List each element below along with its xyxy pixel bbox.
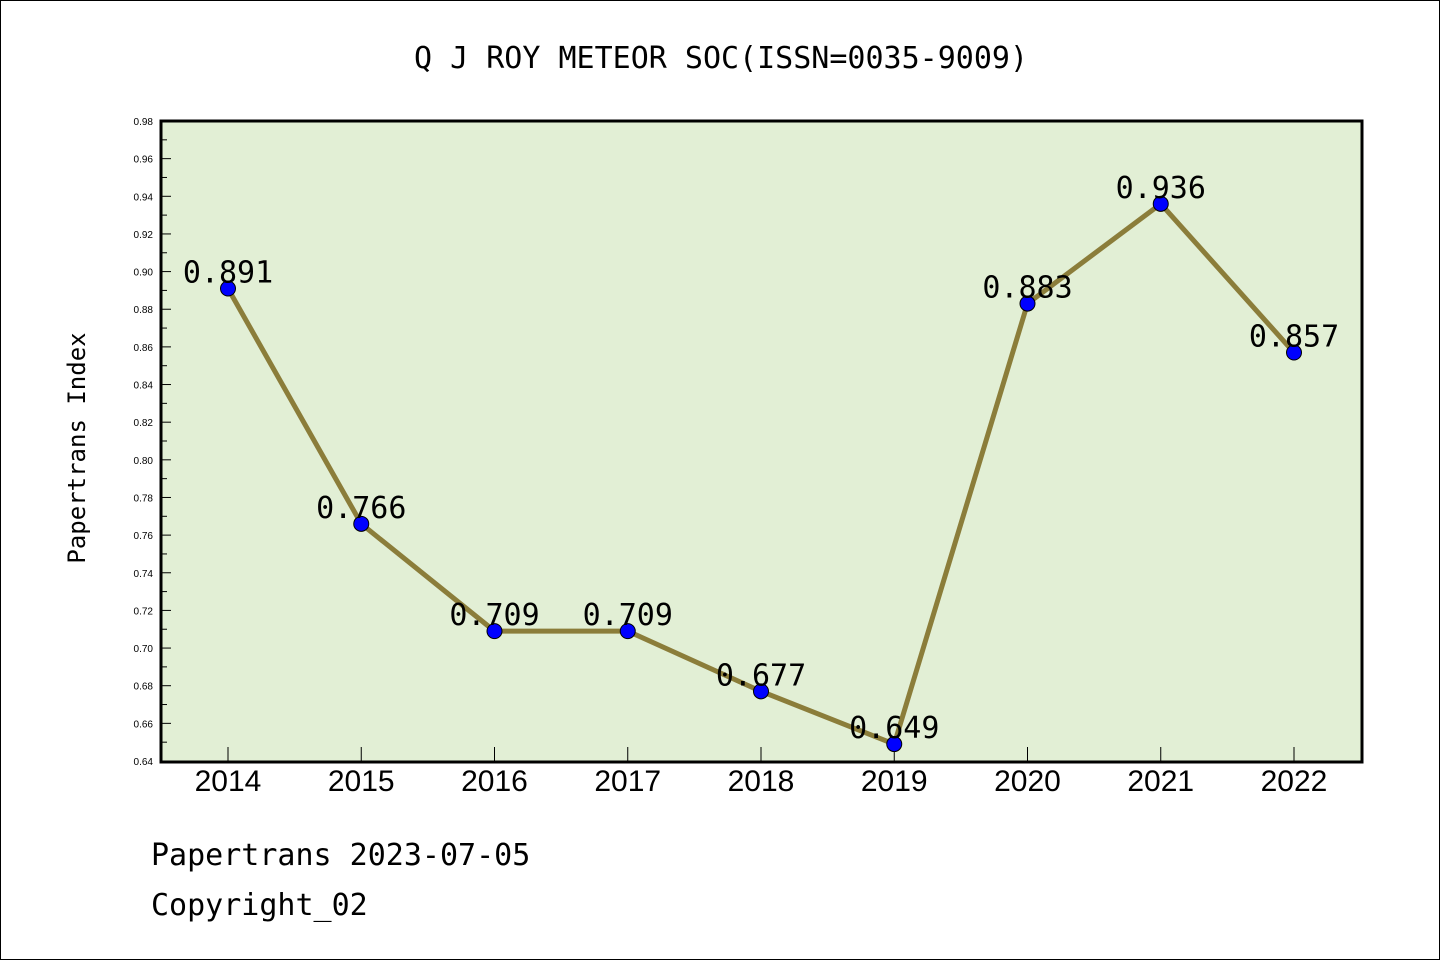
data-point-marker	[220, 280, 236, 297]
x-tick-label: 2019	[861, 765, 928, 798]
y-tick-label: 0.66	[134, 719, 154, 730]
x-tick-label: 2017	[594, 765, 661, 798]
data-point-marker	[1152, 195, 1169, 212]
data-point-marker	[1286, 344, 1302, 361]
data-point-label: 0.883	[982, 271, 1072, 306]
data-point-marker	[619, 623, 636, 640]
y-tick-label: 0.76	[134, 531, 154, 542]
x-tick-label: 2015	[328, 765, 395, 798]
x-tick-label: 2014	[195, 765, 262, 798]
data-point-marker	[886, 736, 903, 753]
y-tick-label: 0.96	[134, 155, 154, 166]
data-label-layer: 0.891 0.766 0.709 0.709 0.677 0.649 0.883 0.936…	[183, 171, 1339, 746]
y-tick-label: 0.82	[134, 418, 154, 429]
footer-date: Papertrans 2023-07-05	[151, 838, 530, 873]
y-axis-label: Papertrans Index	[63, 332, 91, 563]
y-tick-label: 0.92	[134, 230, 154, 241]
data-point-label: 0.709	[583, 598, 673, 633]
data-point-label: 0.891	[183, 256, 273, 291]
y-axis-ticks: 0.64 0.66 0.68 0.70 0.72 0.74 0.76 0.78 0.80 0.82…	[134, 117, 171, 768]
y-tick-label: 0.88	[134, 305, 154, 316]
data-point-label: 0.857	[1249, 320, 1339, 355]
y-tick-label: 0.72	[134, 606, 154, 617]
x-tick-label: 2016	[461, 765, 528, 798]
y-tick-label: 0.68	[134, 682, 154, 693]
data-point-label: 0.677	[716, 658, 806, 693]
x-tick-label: 2022	[1261, 765, 1328, 798]
y-tick-label: 0.84	[134, 381, 154, 392]
data-point-marker	[353, 515, 370, 532]
data-point-label: 0.709	[449, 598, 539, 633]
chart-title: Q J ROY METEOR SOC(ISSN=0035-9009)	[414, 41, 1028, 76]
x-tick-label: 2021	[1127, 765, 1194, 798]
plot-area	[159, 119, 1364, 764]
x-tick-label: 2018	[728, 765, 795, 798]
x-tick-label: 2020	[994, 765, 1061, 798]
marker-layer	[220, 195, 1302, 753]
data-point-label: 0.936	[1116, 171, 1206, 206]
data-point-marker	[1019, 295, 1036, 312]
data-point-label: 0.766	[316, 491, 406, 526]
y-tick-label: 0.98	[134, 117, 154, 128]
data-point-marker	[753, 683, 769, 700]
y-tick-label: 0.86	[134, 343, 154, 354]
y-tick-label: 0.94	[134, 192, 154, 203]
y-tick-label: 0.64	[134, 757, 154, 768]
y-tick-label: 0.90	[134, 268, 154, 279]
footer-copyright: Copyright_02	[151, 888, 368, 923]
y-tick-label: 0.70	[134, 644, 154, 655]
data-point-label: 0.649	[849, 711, 939, 746]
x-axis-ticks: 2014 2015 2016 2017 2018 2019 2020 2021 2022	[195, 747, 1328, 798]
y-tick-label: 0.80	[134, 456, 154, 467]
y-tick-label: 0.78	[134, 493, 154, 504]
y-tick-label: 0.74	[134, 569, 154, 580]
data-point-marker	[486, 623, 503, 640]
